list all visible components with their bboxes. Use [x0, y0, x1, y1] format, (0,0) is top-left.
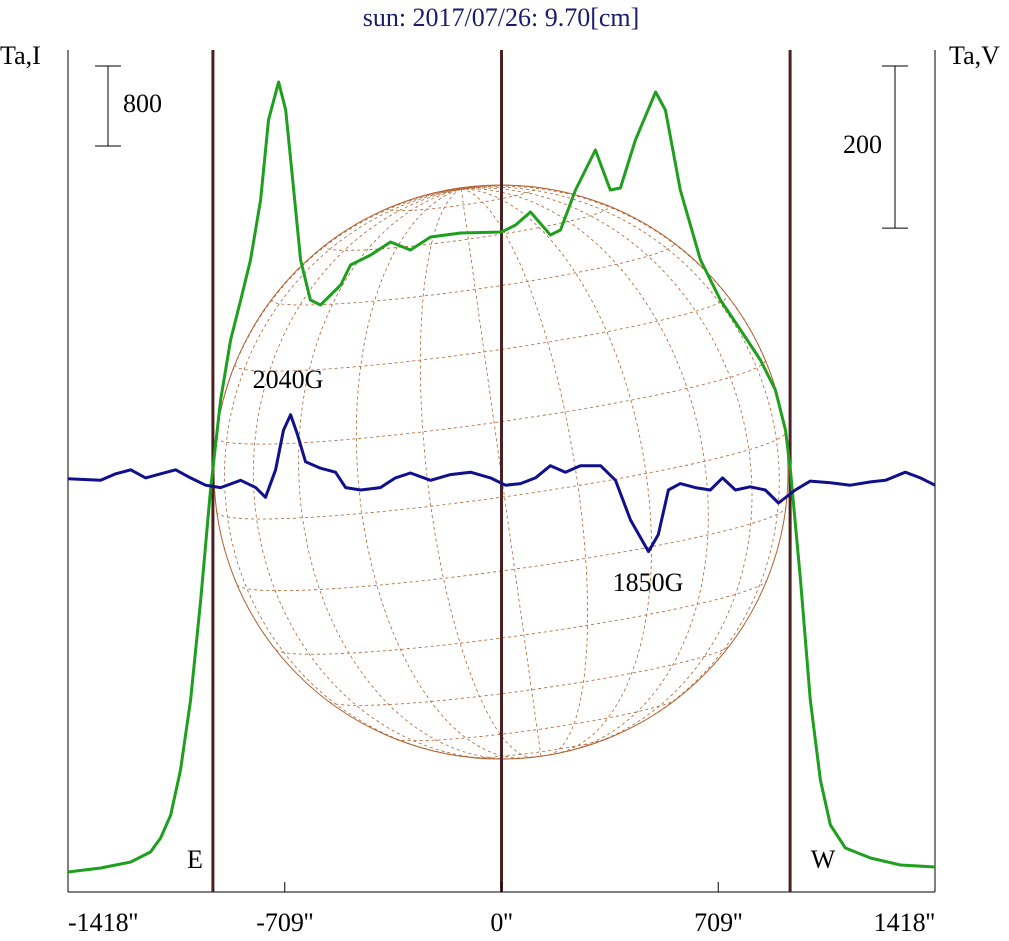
series-line — [67, 80, 936, 874]
globe-grid-line — [298, 188, 513, 760]
scale-bar-label: 200 — [843, 130, 882, 159]
globe-grid-line — [234, 294, 728, 372]
x-tick-label: 0'' — [490, 908, 512, 937]
annotation: W — [811, 845, 836, 874]
globe-grid-line — [355, 188, 527, 759]
series-line — [67, 413, 936, 554]
globe-grid-line — [461, 185, 786, 433]
annotation: 2040G — [253, 365, 324, 394]
globe-grid-line — [461, 186, 467, 190]
annotation: 1850G — [613, 568, 684, 597]
globe-grid-line — [461, 188, 652, 755]
globe-grid-line — [419, 188, 534, 758]
globe-grid-line — [323, 204, 609, 251]
solar-globe — [213, 184, 789, 760]
x-tick-label: -709'' — [256, 908, 313, 937]
globe-grid-line — [216, 432, 786, 520]
y2-axis-label: Ta,V — [949, 41, 1000, 70]
annotation: E — [187, 845, 203, 874]
y-axis-label: Ta,I — [0, 41, 41, 70]
globe-grid-line — [395, 699, 676, 742]
globe-grid-line — [224, 188, 462, 754]
chart-title: sun: 2017/07/26: 9.70[cm] — [363, 3, 640, 32]
scale-bar-label: 800 — [123, 89, 162, 118]
globe-grid-line — [461, 186, 780, 728]
globe-grid-line — [236, 507, 787, 592]
globe-grid-line — [271, 242, 675, 306]
x-tick-label: -1418'' — [68, 908, 138, 937]
globe-grid-line — [388, 186, 537, 212]
globe-grid-line — [461, 186, 472, 190]
x-tick-label: 709'' — [694, 908, 742, 937]
x-tick-label: 1418'' — [874, 908, 935, 937]
